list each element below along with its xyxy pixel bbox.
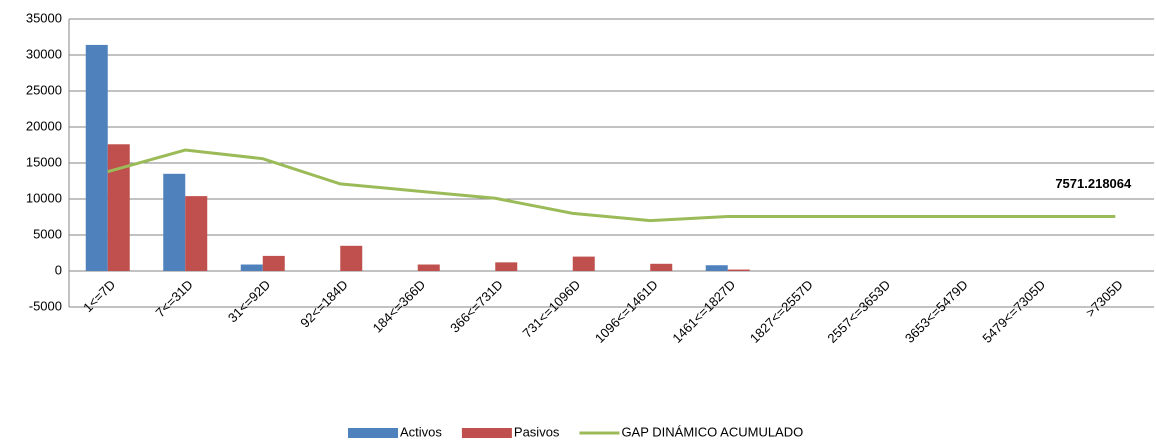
x-tick-label: 5479<=7305D (979, 277, 1048, 346)
y-tick-label: 25000 (26, 82, 62, 97)
bar (572, 256, 595, 271)
line (107, 148, 1116, 223)
bar (650, 263, 673, 271)
bar (185, 196, 208, 271)
y-tick-label: -5000 (29, 298, 62, 313)
y-tick-label: 35000 (26, 10, 62, 25)
x-tick-label: 731<=1096D (520, 277, 584, 341)
bar (107, 144, 130, 271)
x-tick-label: 92<=184D (297, 277, 351, 331)
bar (163, 173, 186, 271)
x-tick-label: 366<=731D (447, 277, 506, 336)
legend-label: Pasivos (514, 424, 560, 439)
x-tick-label: 1827<=2557D (747, 277, 816, 346)
bar (705, 265, 728, 271)
bar (85, 44, 108, 271)
bar (262, 255, 285, 271)
x-tick-label: 1096<=1461D (592, 277, 661, 346)
x-tick-label: 2557<=3653D (824, 277, 893, 346)
x-tick-label: 3653<=5479D (902, 277, 971, 346)
x-tick-label: 1461<=1827D (669, 277, 738, 346)
data-label: 7571.218064 (1055, 176, 1132, 191)
bar (495, 262, 518, 271)
legend-swatch (461, 428, 512, 438)
y-tick-label: 0 (55, 262, 62, 277)
x-tick-label: 31<=92D (225, 277, 273, 325)
x-tick-label: 184<=366D (370, 277, 429, 336)
bar (727, 269, 750, 271)
x-tick-label: 7<=31D (152, 277, 195, 320)
y-tick-label: 5000 (33, 226, 62, 241)
bar (240, 264, 263, 271)
legend-swatch (348, 428, 398, 438)
y-tick-label: 20000 (26, 118, 62, 133)
x-tick-label: 1<=7D (80, 277, 118, 315)
bar (340, 245, 363, 271)
y-tick-label: 10000 (26, 190, 62, 205)
legend-label: Activos (400, 424, 442, 439)
legend-label: GAP DINÁMICO ACUMULADO (621, 424, 803, 439)
y-tick-label: 15000 (26, 154, 62, 169)
y-tick-label: 30000 (26, 46, 62, 61)
bar (417, 264, 440, 271)
x-tick-label: >7305D (1083, 277, 1126, 320)
